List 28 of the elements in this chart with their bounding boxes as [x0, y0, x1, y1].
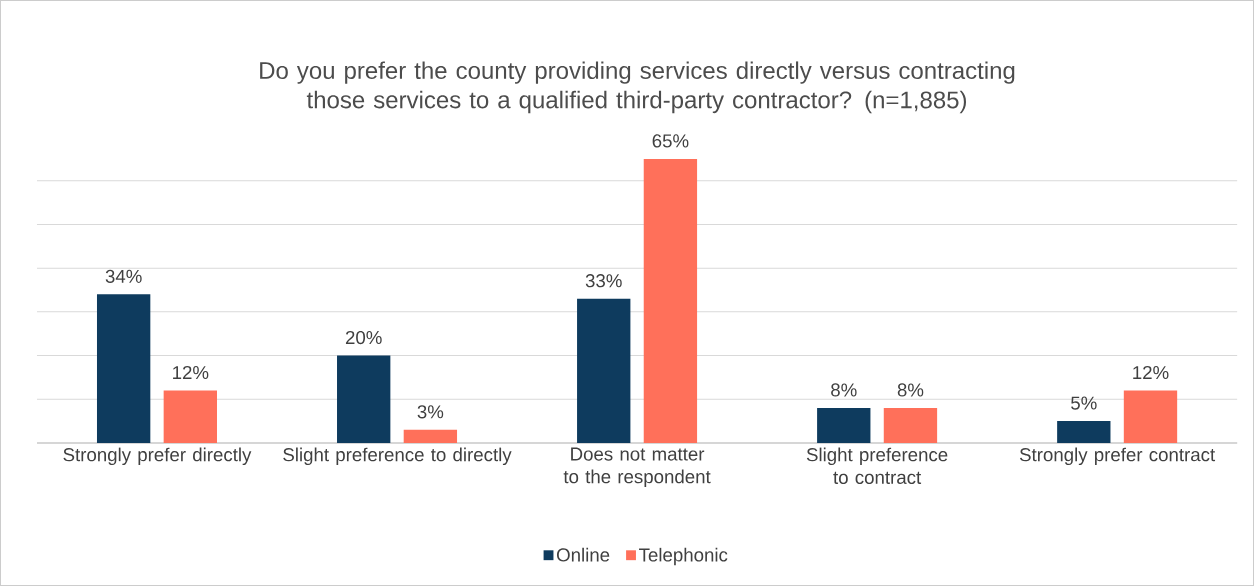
bar — [577, 298, 631, 443]
data-label: 33% — [585, 274, 622, 288]
x-tick-label: Slight preference to contract — [806, 447, 948, 485]
data-label: 12% — [173, 365, 209, 380]
data-label: 20% — [345, 330, 382, 345]
data-label: 8% — [831, 383, 857, 397]
bar — [1123, 390, 1178, 443]
data-label: 65% — [652, 134, 689, 148]
data-label: 34% — [105, 269, 142, 284]
bar — [817, 407, 871, 443]
data-label: 8% — [897, 383, 924, 397]
bar — [163, 390, 217, 443]
bar — [883, 407, 938, 443]
x-tick-label: Strongly prefer directly — [63, 447, 252, 466]
data-label: 12% — [1133, 365, 1169, 380]
x-tick-label: Slight preference to directly — [283, 447, 512, 466]
data-label: 3% — [417, 405, 444, 419]
x-tick-label: Strongly prefer contract — [1019, 447, 1216, 466]
legend-label: Telephonic — [639, 547, 728, 566]
bar — [96, 294, 151, 443]
bar — [1057, 421, 1111, 443]
x-tick-label: Does not matter to the respondent — [563, 447, 711, 488]
legend-label: Online — [557, 547, 610, 562]
bar — [403, 429, 458, 443]
bar — [337, 355, 391, 443]
chart-title: Do you prefer the county providing services directly versus contracting those services to a qualified third-party contractor? (n=1,885) — [260, 61, 1015, 114]
data-label: 5% — [1071, 396, 1097, 410]
bar — [643, 158, 698, 443]
